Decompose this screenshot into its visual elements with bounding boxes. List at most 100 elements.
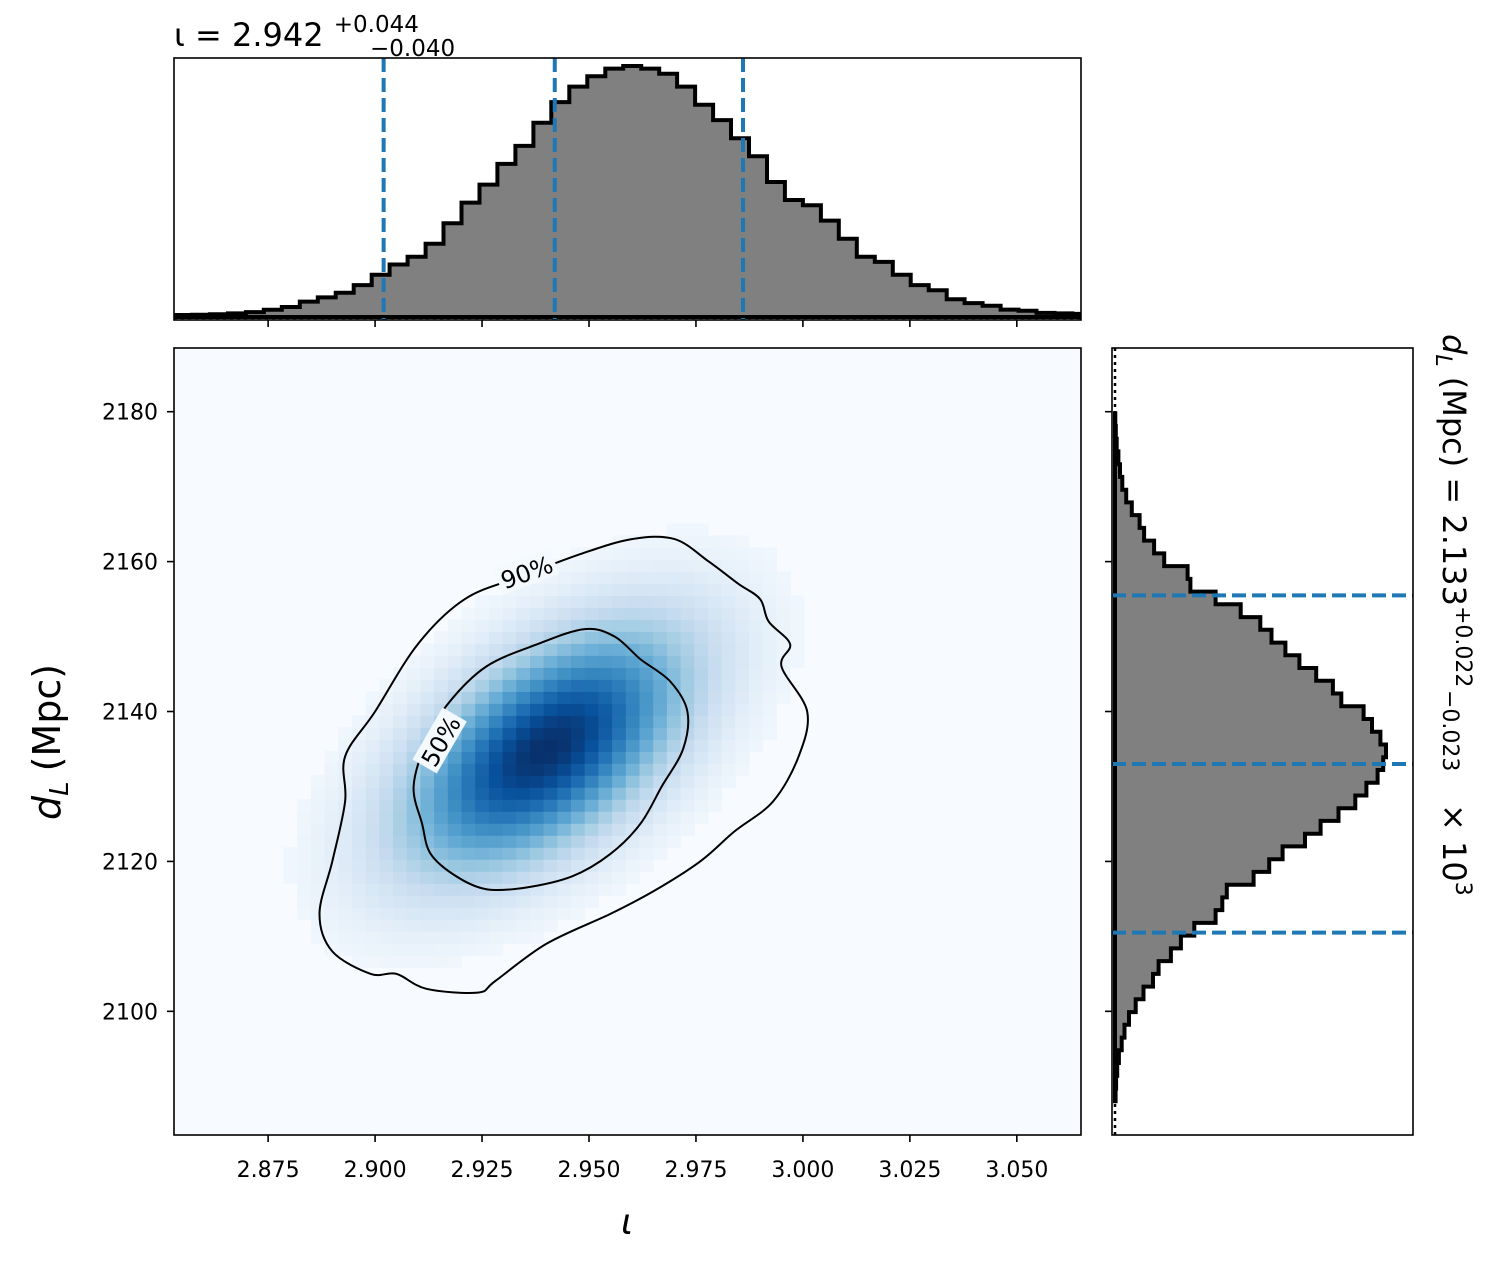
heatmap-cell	[735, 739, 750, 752]
heatmap-cell	[502, 727, 517, 740]
heatmap-cell	[543, 751, 558, 764]
heatmap-cell	[516, 667, 531, 680]
heatmap-cell	[310, 847, 326, 860]
heatmap-cell	[352, 787, 367, 800]
heatmap-cell	[557, 883, 572, 896]
heatmap-cell	[612, 619, 627, 632]
heatmap-cell	[283, 871, 298, 884]
heatmap-cell	[639, 739, 654, 752]
heatmap-cell	[749, 727, 764, 740]
heatmap-cell	[543, 799, 558, 812]
y-axis-label-main: d	[25, 795, 69, 820]
heatmap-cell	[612, 823, 627, 836]
heatmap-cell	[393, 751, 408, 764]
heatmap-cell	[666, 619, 682, 632]
joint-x-ticks: 2.875 2.900 2.925 2.950 2.975 3.000 3.025 3.050	[237, 1135, 1048, 1183]
heatmap-cell	[721, 547, 736, 560]
heatmap-cell	[516, 787, 531, 800]
heatmap-cell	[749, 547, 764, 560]
heatmap-cell	[324, 775, 339, 788]
heatmap-cell	[447, 775, 463, 788]
heatmap-cell	[379, 943, 394, 956]
heatmap-cell	[434, 775, 449, 788]
heatmap-cell	[352, 955, 367, 968]
heatmap-cell	[420, 895, 435, 908]
heatmap-cell	[352, 811, 367, 824]
heatmap-cell	[488, 847, 504, 860]
heatmap-cell	[543, 643, 558, 656]
heatmap-cell	[653, 631, 668, 644]
heatmap-cell	[324, 823, 339, 836]
heatmap-cell	[735, 583, 750, 596]
heatmap-cell	[639, 775, 654, 788]
heatmap-cell	[707, 679, 723, 692]
heatmap-cell	[530, 739, 545, 752]
heatmap-cell	[543, 787, 558, 800]
heatmap-cell	[502, 799, 517, 812]
heatmap-cell	[420, 655, 435, 668]
heatmap-cell	[584, 823, 599, 836]
heatmap-cell	[447, 835, 463, 848]
top-quantile-lines	[381, 58, 746, 320]
heatmap-cell	[297, 871, 312, 884]
heatmap-cell	[434, 883, 449, 896]
heatmap-cell	[310, 907, 326, 920]
heatmap-cell	[598, 607, 613, 620]
heatmap-cell	[488, 715, 504, 728]
heatmap-cell	[749, 667, 764, 680]
heatmap-cell	[653, 691, 668, 704]
heatmap-cell	[694, 643, 709, 656]
contour-50pct	[412, 627, 690, 892]
heatmap-cell	[447, 655, 463, 668]
heatmap-cell	[557, 775, 572, 788]
heatmap-cell	[666, 583, 682, 596]
heatmap-cell	[502, 787, 517, 800]
heatmap-cell	[447, 811, 463, 824]
heatmap-cell	[571, 655, 586, 668]
heatmap-cell	[475, 895, 490, 908]
heatmap-cell	[488, 787, 504, 800]
heatmap-cell	[420, 775, 435, 788]
heatmap-cell	[653, 835, 668, 848]
heatmap-cell	[530, 631, 545, 644]
right-title-sup: +0.022	[1450, 606, 1475, 687]
heatmap-cell	[365, 859, 380, 872]
heatmap-cell	[625, 715, 641, 728]
heatmap-cell	[598, 835, 613, 848]
heatmap-cell	[762, 595, 777, 608]
top-frame	[173, 57, 1082, 321]
heatmap-cell	[365, 907, 380, 920]
heatmap-cell	[584, 883, 599, 896]
heatmap-cell	[571, 787, 586, 800]
heatmap-cell	[680, 595, 695, 608]
heatmap-cell	[571, 883, 586, 896]
heatmap-cell	[543, 763, 558, 776]
heatmap-cell	[338, 847, 353, 860]
heatmap-cell	[365, 931, 380, 944]
heatmap-cell	[680, 607, 695, 620]
heatmap-cell	[530, 811, 545, 824]
heatmap-cell	[680, 655, 695, 668]
heatmap-cell	[557, 571, 572, 584]
heatmap-cell	[721, 763, 736, 776]
right-title-times: × 10	[1435, 804, 1473, 882]
heatmap-cell	[516, 751, 531, 764]
heatmap-cell	[639, 787, 654, 800]
heatmap-cell	[721, 607, 736, 620]
heatmap-cell	[379, 715, 394, 728]
heatmap-cell	[749, 691, 764, 704]
heatmap-cell	[516, 619, 531, 632]
heatmap-cell	[393, 763, 408, 776]
heatmap-cell	[338, 823, 353, 836]
top-ticks	[267, 320, 1018, 327]
heatmap-cell	[434, 811, 449, 824]
heatmap-cell	[749, 703, 764, 716]
heatmap-cell	[612, 811, 627, 824]
heatmap-cell	[434, 835, 449, 848]
heatmap-cell	[625, 775, 641, 788]
heatmap-cell	[707, 739, 723, 752]
heatmap-cell	[502, 907, 517, 920]
heatmap-cell	[502, 703, 517, 716]
heatmap-cell	[557, 763, 572, 776]
x-tick-label-0: 2.875	[237, 1158, 300, 1183]
